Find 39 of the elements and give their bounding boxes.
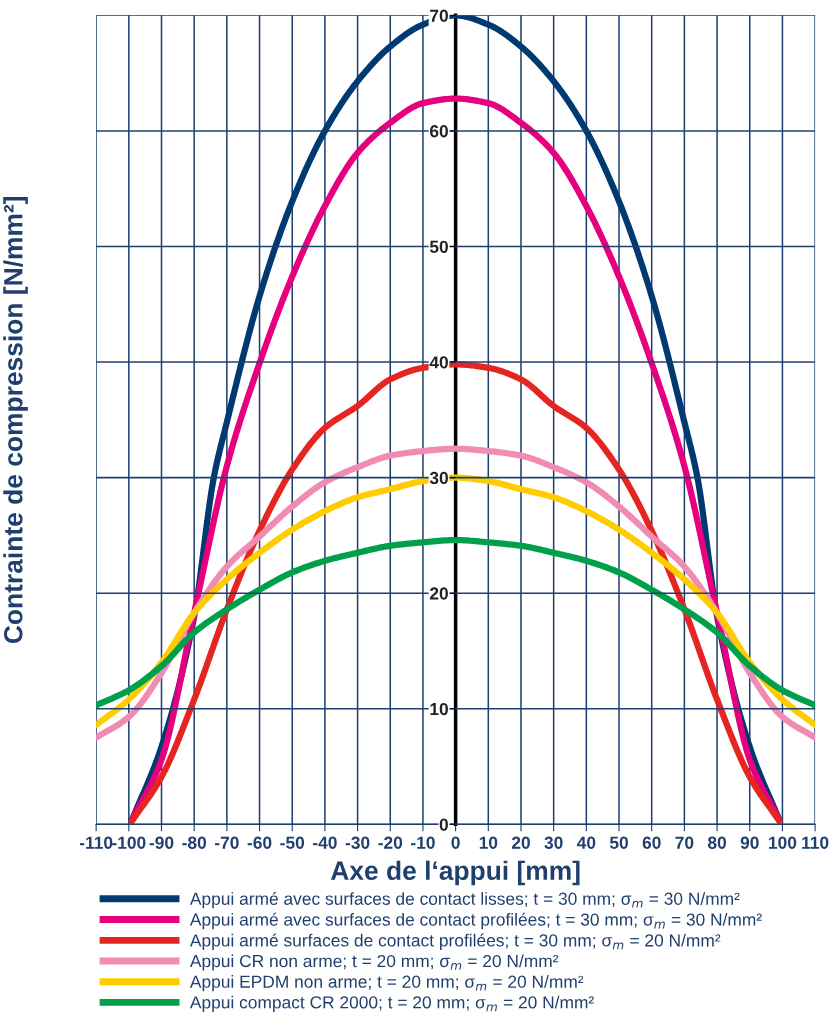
x-tick-label: -100 (112, 836, 146, 849)
x-tick-label: 100 (769, 836, 797, 849)
x-tick-label: 40 (576, 836, 596, 849)
x-tick-label: 10 (479, 836, 498, 849)
x-tick-label: 30 (544, 836, 563, 849)
x-tick-label: 90 (740, 836, 759, 849)
x-tick-label: -30 (345, 836, 370, 849)
x-tick-label: -40 (313, 836, 337, 849)
x-tick-label: -110 (79, 836, 113, 849)
legend-label: Appui compact CR 2000; t = 20 mm; σ$_{m}$ = 20 N/mm² (189, 995, 594, 1012)
x-tick-label: -20 (378, 836, 403, 849)
y-tick-label: 10 (430, 702, 448, 716)
y-axis-title: Contrainte de compression [N/mm²] (3, 196, 28, 644)
x-axis-title: Axe de l‘appui [mm] (330, 860, 580, 886)
x-tick-label: -90 (149, 836, 174, 849)
y-tick-label: 60 (430, 125, 448, 138)
x-tick-label: 70 (675, 836, 694, 849)
x-tick-label: -80 (182, 836, 207, 849)
x-tick-label: 110 (802, 836, 829, 849)
x-tick-label: 0 (451, 836, 460, 849)
x-tick-label: 60 (642, 836, 661, 849)
x-tick-label: -50 (280, 836, 305, 849)
x-tick-label: 20 (511, 836, 530, 849)
legend-label: Appui armé avec surfaces de contact profilées; t = 30 mm; σ$_{m}$ = 30 N/mm² (189, 912, 762, 930)
y-tick-label: 0 (439, 818, 448, 831)
legend-label: Appui armé avec surfaces de contact lisses; t = 30 mm; σ$_{m}$ = 30 N/mm² (189, 891, 740, 909)
x-tick-label: -70 (214, 836, 239, 849)
y-tick-label: 30 (429, 471, 448, 485)
legend-label: Appui armé surfaces de contact profilées; t = 30 mm; σ$_{m}$ = 20 N/mm² (189, 933, 721, 950)
y-tick-label: 70 (430, 9, 448, 22)
x-tick-label: 50 (609, 836, 628, 849)
y-tick-label: 40 (429, 356, 448, 369)
x-tick-label: -60 (247, 836, 272, 849)
legend-label: Appui CR non arme; t = 20 mm; σ$_{m}$ = 20 N/mm² (189, 954, 559, 971)
x-tick-label: 80 (707, 836, 726, 849)
y-tick-label: 20 (429, 587, 448, 600)
y-tick-label: 50 (429, 240, 448, 253)
x-tick-label: -10 (411, 836, 435, 849)
legend-label: Appui EPDM non arme; t = 20 mm; σ$_{m}$ = 20 N/mm² (189, 975, 584, 992)
